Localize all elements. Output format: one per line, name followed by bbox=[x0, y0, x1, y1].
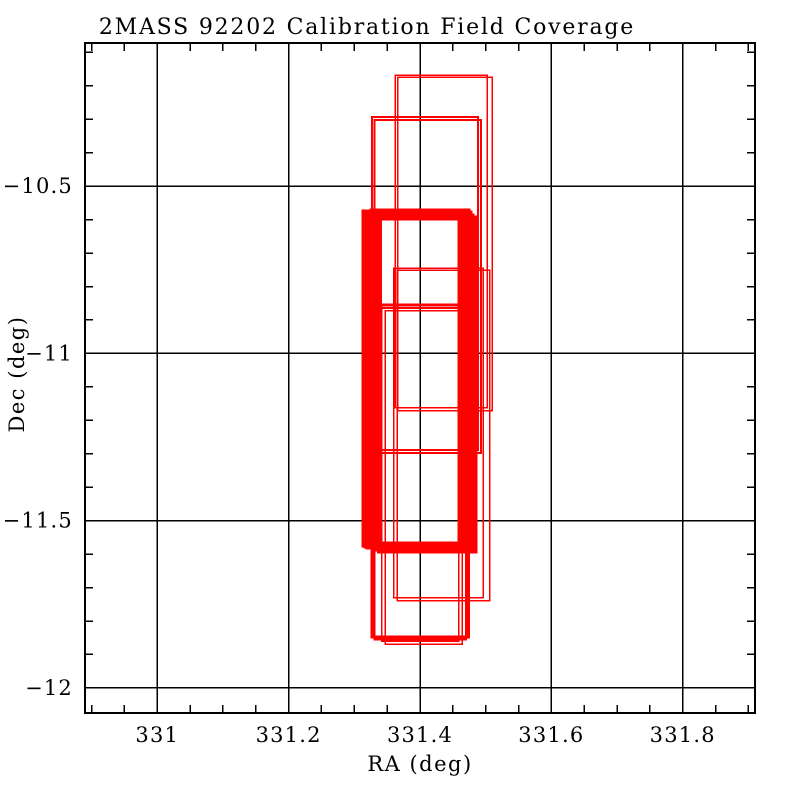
plot-frame bbox=[84, 42, 756, 714]
footprint-rect bbox=[396, 269, 491, 602]
grid-lines bbox=[85, 43, 755, 713]
y-tick-label: −11.5 bbox=[3, 509, 73, 533]
x-tick-label: 331.6 bbox=[518, 723, 584, 747]
x-tick-label: 331.4 bbox=[387, 723, 453, 747]
coverage-footprints bbox=[361, 74, 494, 645]
y-tick-labels: −10.5 −11 −11.5 −12 bbox=[3, 174, 73, 700]
footprint-rect bbox=[394, 74, 488, 409]
x-tick-labels: 331 331.2 331.4 331.6 331.8 bbox=[135, 723, 716, 747]
footprint-rect bbox=[373, 213, 475, 552]
axis-ticks bbox=[85, 43, 755, 713]
x-axis-label: RA (deg) bbox=[367, 752, 472, 776]
chart-title: 2MASS 92202 Calibration Field Coverage bbox=[99, 15, 635, 40]
y-tick-label: −10.5 bbox=[3, 174, 73, 198]
x-tick-label: 331.8 bbox=[650, 723, 716, 747]
footprint-rect bbox=[396, 76, 494, 412]
footprint-rect bbox=[363, 210, 473, 549]
footprint-rect bbox=[392, 267, 484, 599]
y-axis-label: Dec (deg) bbox=[5, 316, 29, 433]
y-tick-label: −12 bbox=[25, 676, 73, 700]
x-tick-label: 331 bbox=[135, 723, 179, 747]
y-tick-label: −11 bbox=[25, 341, 73, 365]
footprint-rect bbox=[376, 215, 478, 554]
x-tick-label: 331.2 bbox=[256, 723, 322, 747]
